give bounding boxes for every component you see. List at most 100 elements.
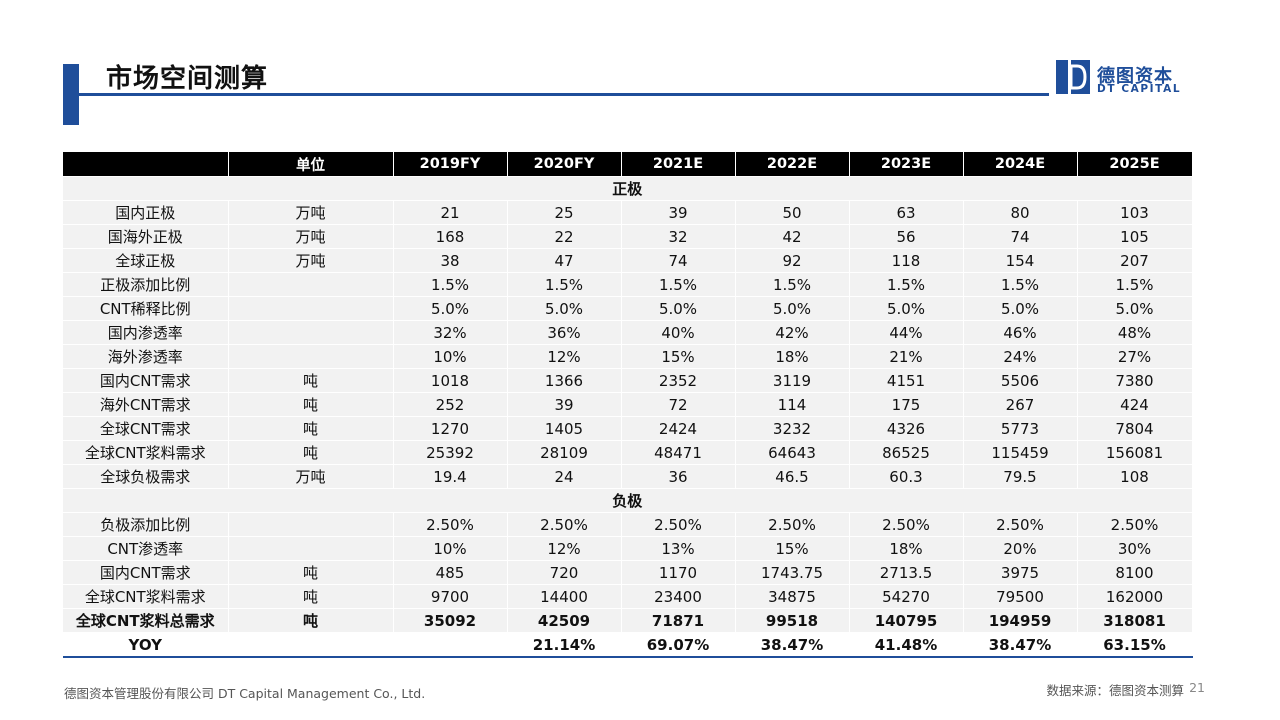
row-unit: 吨 xyxy=(228,560,394,585)
table-row: 全球负极需求 万吨 19.4 24 36 46.5 60.3 79.5 108 xyxy=(63,464,1193,489)
table-cell: 2.50% xyxy=(621,512,736,537)
table-cell: 48471 xyxy=(621,440,736,465)
table-row: 全球CNT浆料需求吨 9700 14400 23400 34875 54270 79500 1… xyxy=(63,584,1193,609)
table-cell: 1.5% xyxy=(963,272,1078,297)
table-row: 正极添加比例 1.5% 1.5% 1.5% 1.5% 1.5% 1.5% 1.5% xyxy=(63,272,1193,297)
table-cell: 1.5% xyxy=(393,272,508,297)
row-unit xyxy=(228,632,394,658)
table-row: 负极添加比例 2.50% 2.50% 2.50% 2.50% 2.50% 2.50% 2.50… xyxy=(63,512,1193,537)
table-cell: 168 xyxy=(393,224,508,249)
table-cell: 2424 xyxy=(621,416,736,441)
row-label: 国内CNT需求 xyxy=(63,560,229,585)
row-label: 负极添加比例 xyxy=(63,512,229,537)
title-accent-bar xyxy=(63,64,79,125)
table-row: YOY 21.14% 69.07% 38.47% 41.48% 38.47% 63.15% xyxy=(63,632,1193,658)
table-cell: 5.0% xyxy=(735,296,850,321)
table-cell: 50 xyxy=(735,200,850,225)
table-row: 全球CNT浆料需求吨 25392 28109 48471 64643 86525 11545… xyxy=(63,440,1193,465)
table-cell: 21% xyxy=(849,344,964,369)
table-cell: 18% xyxy=(849,536,964,561)
table-cell: 24% xyxy=(963,344,1078,369)
table-cell: 42509 xyxy=(507,608,622,633)
table-cell: 34875 xyxy=(735,584,850,609)
table-row: 全球CNT浆料总需求吨 35092 42509 71871 99518 140795 194… xyxy=(63,608,1193,633)
table-cell: 27% xyxy=(1077,344,1193,369)
logo-d-icon xyxy=(1056,60,1090,94)
table-row: 全球正极 万吨 38 47 74 92 118 154 207 xyxy=(63,248,1193,273)
table-cell: 38.47% xyxy=(735,632,850,658)
table-cell: 194959 xyxy=(963,608,1078,633)
row-unit: 万吨 xyxy=(228,200,394,225)
table-body: 正极 国内正极 万吨 21 25 39 50 63 80 103 国海外正极 万吨 168 22 32 42 5… xyxy=(63,176,1193,658)
row-unit: 万吨 xyxy=(228,224,394,249)
table-cell: 5.0% xyxy=(621,296,736,321)
table-cell: 32 xyxy=(621,224,736,249)
table-row: 海外CNT需求吨 252 39 72 114 175 267 424 xyxy=(63,392,1193,417)
row-unit: 万吨 xyxy=(228,464,394,489)
table-cell: 1.5% xyxy=(849,272,964,297)
table-cell: 1743.75 xyxy=(735,560,850,585)
table-header-row: 单位 2019FY 2020FY 2021E 2022E 2023E 2024E 2025E xyxy=(63,152,1193,177)
table-cell: 60.3 xyxy=(849,464,964,489)
table-cell: 8100 xyxy=(1077,560,1193,585)
company-logo: 德图资本 DT CAPITAL xyxy=(1056,60,1186,98)
row-label: CNT稀释比例 xyxy=(63,296,229,321)
table-cell: 39 xyxy=(507,392,622,417)
row-label: 海外渗透率 xyxy=(63,344,229,369)
table-cell: 44% xyxy=(849,320,964,345)
table-cell: 79500 xyxy=(963,584,1078,609)
table-cell: 25 xyxy=(507,200,622,225)
table-cell: 21 xyxy=(393,200,508,225)
table-cell: 5.0% xyxy=(849,296,964,321)
row-unit xyxy=(228,512,394,537)
table-cell: 24 xyxy=(507,464,622,489)
table-cell: 12% xyxy=(507,344,622,369)
table-cell: 1405 xyxy=(507,416,622,441)
table-cell: 5.0% xyxy=(1077,296,1193,321)
table-cell: 5.0% xyxy=(963,296,1078,321)
row-unit xyxy=(228,536,394,561)
table-cell: 115459 xyxy=(963,440,1078,465)
table-cell: 99518 xyxy=(735,608,850,633)
row-label: 全球正极 xyxy=(63,248,229,273)
row-label: 国内CNT需求 xyxy=(63,368,229,393)
table-row: 国内渗透率 32% 36% 40% 42% 44% 46% 48% xyxy=(63,320,1193,345)
logo-english-name: DT CAPITAL xyxy=(1097,83,1182,95)
table-cell: 1018 xyxy=(393,368,508,393)
table-cell: 48% xyxy=(1077,320,1193,345)
table-cell: 14400 xyxy=(507,584,622,609)
table-cell: 118 xyxy=(849,248,964,273)
column-header: 2023E xyxy=(849,152,964,177)
table-cell: 92 xyxy=(735,248,850,273)
column-header: 2021E xyxy=(621,152,736,177)
table-cell: 2.50% xyxy=(849,512,964,537)
table-cell: 46.5 xyxy=(735,464,850,489)
table-cell: 5506 xyxy=(963,368,1078,393)
table-cell: 63.15% xyxy=(1077,632,1193,658)
row-label: CNT渗透率 xyxy=(63,536,229,561)
row-label: YOY xyxy=(63,632,229,658)
table-cell: 39 xyxy=(621,200,736,225)
row-label: 海外CNT需求 xyxy=(63,392,229,417)
table-cell: 9700 xyxy=(393,584,508,609)
section-title: 正极 xyxy=(63,176,1193,201)
table-cell: 5773 xyxy=(963,416,1078,441)
table-row: CNT稀释比例 5.0% 5.0% 5.0% 5.0% 5.0% 5.0% 5.0% xyxy=(63,296,1193,321)
table-cell: 71871 xyxy=(621,608,736,633)
column-header: 2022E xyxy=(735,152,850,177)
column-header: 2019FY xyxy=(393,152,508,177)
market-size-table: 单位 2019FY 2020FY 2021E 2022E 2023E 2024E 2025E … xyxy=(63,152,1193,658)
table-cell: 86525 xyxy=(849,440,964,465)
table-cell: 38.47% xyxy=(963,632,1078,658)
table-cell: 15% xyxy=(621,344,736,369)
table-cell: 2352 xyxy=(621,368,736,393)
row-unit xyxy=(228,272,394,297)
row-label: 全球CNT浆料需求 xyxy=(63,440,229,465)
row-label: 国内正极 xyxy=(63,200,229,225)
table-cell: 2713.5 xyxy=(849,560,964,585)
table-cell: 485 xyxy=(393,560,508,585)
table-cell: 46% xyxy=(963,320,1078,345)
column-header: 2024E xyxy=(963,152,1078,177)
table-row: 国内正极 万吨 21 25 39 50 63 80 103 xyxy=(63,200,1193,225)
table-cell: 63 xyxy=(849,200,964,225)
